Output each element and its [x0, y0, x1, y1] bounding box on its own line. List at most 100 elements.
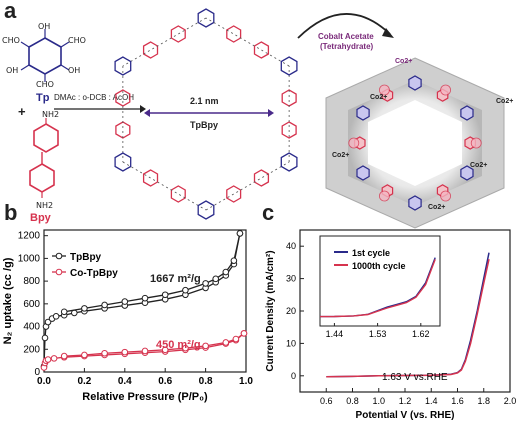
bpy-ring	[142, 41, 159, 59]
x-tick-label: 0.6	[158, 376, 172, 387]
y-tick-label: 0	[291, 371, 296, 381]
series-line-1000th cycle	[326, 259, 490, 378]
data-point	[141, 294, 149, 302]
co-ion-4: Co2+	[332, 152, 350, 159]
tp-node	[280, 152, 298, 172]
data-point	[212, 275, 219, 283]
y-tick-label: 800	[23, 276, 40, 287]
bpy-ring	[253, 41, 270, 59]
y-tick-label: 600	[23, 299, 40, 310]
data-point	[236, 230, 244, 237]
y-axis-label: N₂ uptake (cc /g)	[2, 257, 14, 344]
reaction-arrow	[54, 105, 146, 113]
framework-bond	[205, 161, 290, 211]
y-tick-label: 30	[286, 274, 296, 284]
data-point	[60, 308, 68, 316]
co-ion-1: Co2+	[395, 58, 413, 65]
co-tp-node	[460, 105, 474, 121]
inset-legend-label: 1000th cycle	[352, 261, 406, 271]
bpy-nh2-bottom: NH2	[36, 201, 54, 210]
onset-annotation: 1.63 V vs.RHE	[382, 372, 448, 383]
y-tick-label: 40	[286, 241, 296, 251]
co-tp-node	[356, 165, 370, 181]
data-point	[81, 351, 88, 359]
co-tp-node	[460, 165, 474, 181]
co-site	[348, 137, 360, 149]
bpy-ring	[170, 25, 186, 43]
bpy-ring	[170, 185, 186, 203]
bpy-ring	[142, 169, 159, 187]
x-tick-label: 0.0	[37, 376, 51, 387]
x-tick-label: 1.0	[239, 376, 253, 387]
framework-bond	[122, 161, 207, 211]
y-tick-label: 0	[34, 367, 40, 378]
tp-label: Tp	[36, 92, 50, 104]
co-tp-node	[408, 75, 422, 91]
data-point	[141, 347, 149, 355]
tp-oh-top: OH	[38, 22, 51, 31]
x-tick-label: 0.8	[199, 376, 213, 387]
surface-area-tpbpy: 1667 m²/g	[150, 273, 201, 285]
data-point	[41, 334, 49, 342]
tp-cho-left: CHO	[2, 36, 20, 45]
y-tick-label: 20	[286, 306, 296, 316]
x-tick-label: 1.0	[372, 396, 385, 406]
panel-b-label: b	[4, 200, 18, 225]
bpy-ring	[281, 89, 297, 107]
co-site	[470, 137, 482, 149]
data-point	[202, 280, 209, 287]
data-point	[161, 346, 169, 354]
co-tp-node	[356, 105, 370, 121]
tp-node	[197, 200, 215, 220]
data-point	[44, 356, 52, 363]
co-site	[379, 84, 390, 96]
tp-cho-bottom: CHO	[36, 80, 54, 89]
data-point	[182, 344, 189, 352]
inset-x-tick-label: 1.62	[412, 329, 430, 339]
data-point	[230, 257, 238, 264]
tp-oh-left: OH	[6, 66, 19, 75]
y-tick-label: 400	[23, 322, 40, 333]
x-tick-label: 0.2	[77, 376, 91, 387]
data-point	[60, 352, 68, 360]
surface-area-cotpbpy: 450 m²/g	[156, 339, 201, 351]
bpy-ring	[226, 185, 242, 203]
framework-label: TpBpy	[190, 120, 218, 130]
co-tp-node	[408, 195, 422, 211]
data-point	[44, 318, 52, 326]
inset-x-tick-label: 1.44	[326, 329, 344, 339]
chart-b: 0.0 0.2 0.4 0.6 0.8 1.0020040060080010001200 …	[2, 229, 253, 403]
data-point	[52, 313, 60, 320]
panel-c-label: c	[262, 200, 275, 225]
y-axis-label: Current Density (mA/cm²)	[265, 250, 276, 371]
legend-marker	[55, 268, 63, 276]
data-point	[101, 349, 108, 357]
bpy-ring	[115, 121, 131, 139]
framework-bond	[205, 17, 290, 67]
x-tick-label: 0.4	[118, 376, 132, 387]
x-tick-label: 0.6	[320, 396, 333, 406]
data-point	[121, 298, 129, 305]
co-site	[440, 190, 452, 202]
inset-x-tick-label: 1.53	[369, 329, 387, 339]
co-ion-6: Co2+	[428, 204, 446, 211]
plus-sign: +	[18, 104, 26, 119]
data-point	[232, 335, 240, 343]
data-point	[161, 291, 169, 299]
y-tick-label: 1000	[18, 253, 41, 264]
tp-node	[197, 8, 215, 28]
data-point	[240, 330, 248, 337]
y-tick-label: 200	[23, 344, 40, 355]
reagent-line1: Cobalt Acetate	[318, 32, 374, 41]
bpy-molecule	[29, 118, 59, 198]
pore-size-arrow	[144, 109, 274, 117]
data-point	[50, 355, 58, 362]
data-point	[222, 339, 230, 346]
bpy-label: Bpy	[30, 212, 51, 224]
bpy-ring	[226, 25, 242, 43]
x-tick-label: 1.2	[399, 396, 412, 406]
tp-node	[114, 152, 132, 172]
inset-line-1000th cycle	[319, 259, 436, 318]
y-tick-label: 10	[286, 338, 296, 348]
bpy-ring	[281, 121, 297, 139]
